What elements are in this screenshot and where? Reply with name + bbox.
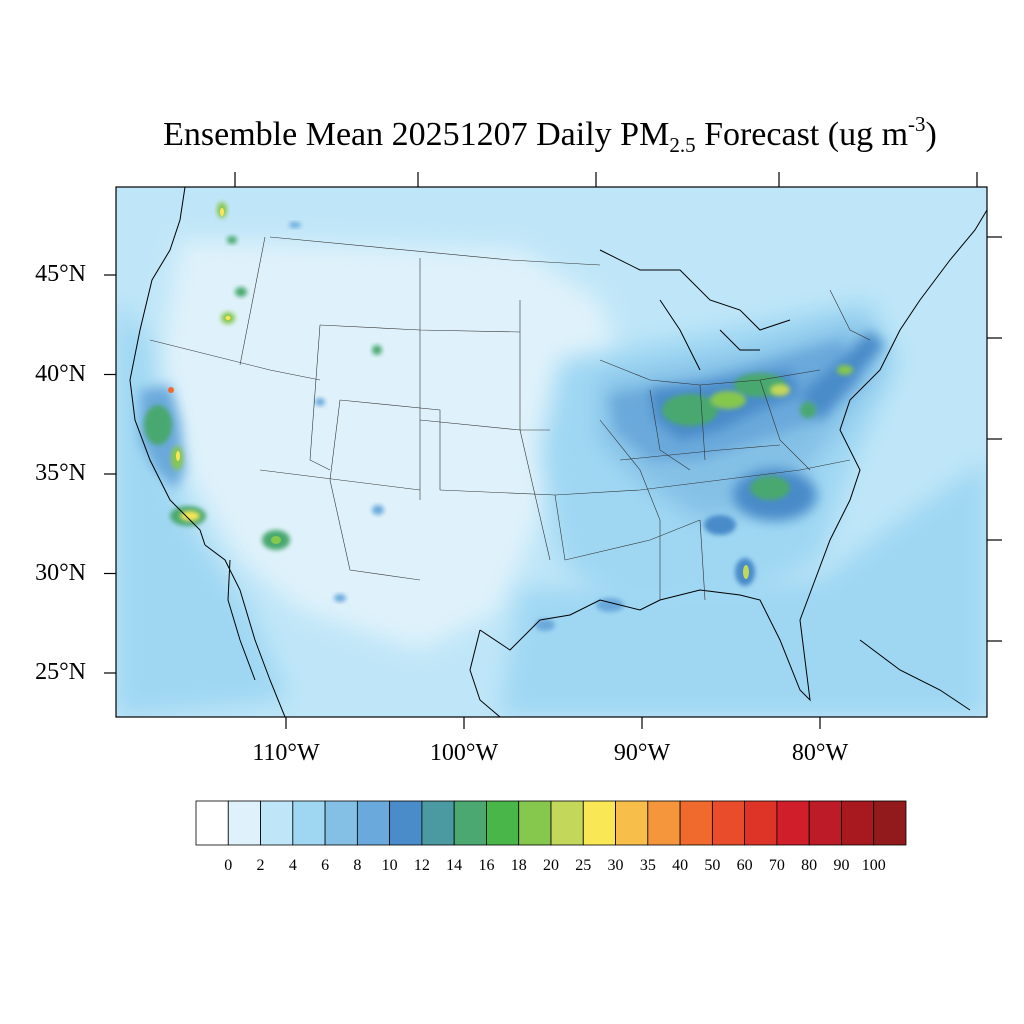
lat-label: 40°N: [35, 360, 86, 387]
colorbar-swatch: [841, 800, 875, 846]
colorbar-swatch: [227, 800, 261, 846]
colorbar-label: 10: [381, 857, 398, 874]
colorbar-label: 18: [510, 857, 527, 874]
colorbar-swatch: [582, 800, 616, 846]
axis-ticks: [104, 172, 1002, 729]
lon-label: 100°W: [429, 740, 499, 766]
colorbar-label: 70: [768, 857, 785, 874]
title-subscript: 2.5: [669, 133, 696, 157]
title-middle: Forecast (ug m: [695, 116, 909, 153]
title-prefix: Ensemble Mean 20251207 Daily PM: [163, 116, 670, 153]
colorbar-label: 40: [672, 857, 689, 874]
colorbar-label: 0: [224, 857, 233, 874]
colorbar-label: 25: [575, 857, 592, 874]
colorbar-label: 8: [353, 857, 362, 874]
colorbar-label: 20: [543, 857, 559, 874]
lat-label: 30°N: [35, 559, 86, 586]
lon-label: 80°W: [791, 740, 849, 766]
colorbar-label: 14: [446, 857, 463, 874]
colorbar-label: 6: [321, 857, 330, 874]
colorbar-label: 2: [256, 857, 265, 874]
colorbar-swatch: [356, 800, 391, 846]
colorbar-swatch: [550, 800, 584, 846]
lat-label: 35°N: [35, 460, 86, 486]
colorbar-swatch: [873, 800, 907, 846]
colorbar-label: 50: [704, 857, 721, 874]
colorbar-label: 4: [288, 857, 297, 874]
colorbar-swatch: [453, 800, 487, 846]
colorbar-swatch: [518, 800, 552, 846]
colorbar-swatch: [324, 800, 358, 846]
colorbar-swatch: [195, 800, 229, 846]
lat-label: 45°N: [35, 261, 86, 287]
colorbar-swatch: [389, 800, 423, 846]
colorbar-label: 60: [736, 857, 753, 874]
colorbar-swatch: [292, 800, 326, 846]
colorbar-swatch: [647, 800, 681, 846]
colorbar-swatch: [486, 800, 520, 846]
title-superscript: -3: [908, 112, 926, 136]
colorbar-swatch: [679, 800, 713, 846]
lon-label: 90°W: [613, 740, 671, 766]
colorbar-swatch: [776, 800, 810, 846]
lat-label: 25°N: [35, 659, 86, 685]
lon-label: 110°W: [252, 740, 320, 766]
title-suffix: ): [925, 116, 937, 153]
colorbar: [195, 800, 907, 846]
colorbar-label: 80: [801, 857, 818, 874]
colorbar-label: 30: [607, 857, 624, 874]
state-boundaries: [149, 236, 871, 601]
colorbar-swatch: [808, 800, 842, 846]
colorbar-swatch: [615, 800, 649, 846]
coastlines: [129, 187, 987, 717]
map-frame: [115, 186, 988, 718]
colorbar-label: 35: [639, 857, 656, 874]
map-title: Ensemble Mean 20251207 Daily PM2.5 Forec…: [0, 112, 1024, 158]
colorbar-label: 90: [833, 857, 850, 874]
colorbar-swatch: [744, 800, 778, 846]
concentration-field: [116, 187, 987, 717]
colorbar-swatch: [260, 800, 294, 846]
colorbar-label: 12: [413, 857, 430, 874]
colorbar-label: 16: [478, 857, 495, 874]
colorbar-swatch: [421, 800, 455, 846]
colorbar-swatch: [711, 800, 746, 846]
colorbar-label: 100: [861, 857, 886, 874]
